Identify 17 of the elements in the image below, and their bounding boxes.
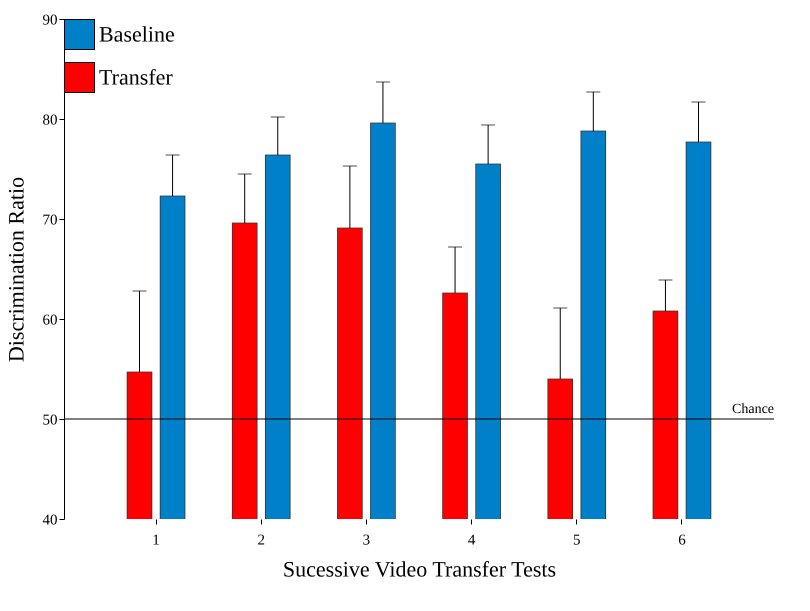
- y-tick-label: 60: [42, 312, 58, 328]
- x-tick-label: 5: [573, 532, 581, 548]
- y-axis-title: Discrimination Ratio: [4, 176, 28, 362]
- ref-line-label: Chance: [732, 402, 774, 417]
- x-tick-label: 4: [468, 532, 476, 548]
- x-tick-label: 3: [362, 532, 370, 548]
- y-tick-label: 80: [42, 112, 58, 128]
- y-tick-label: 50: [42, 412, 58, 428]
- y-tick-label: 90: [42, 12, 58, 28]
- x-tick-label: 2: [257, 532, 265, 548]
- x-axis-title: Sucessive Video Transfer Tests: [282, 556, 556, 582]
- y-tick-label: 40: [42, 512, 58, 528]
- y-tick-label: 70: [42, 212, 58, 228]
- legend-label: Transfer: [99, 64, 174, 90]
- x-tick-label: 1: [152, 532, 160, 548]
- x-tick-label: 6: [678, 532, 686, 548]
- legend-label: Baseline: [99, 22, 175, 46]
